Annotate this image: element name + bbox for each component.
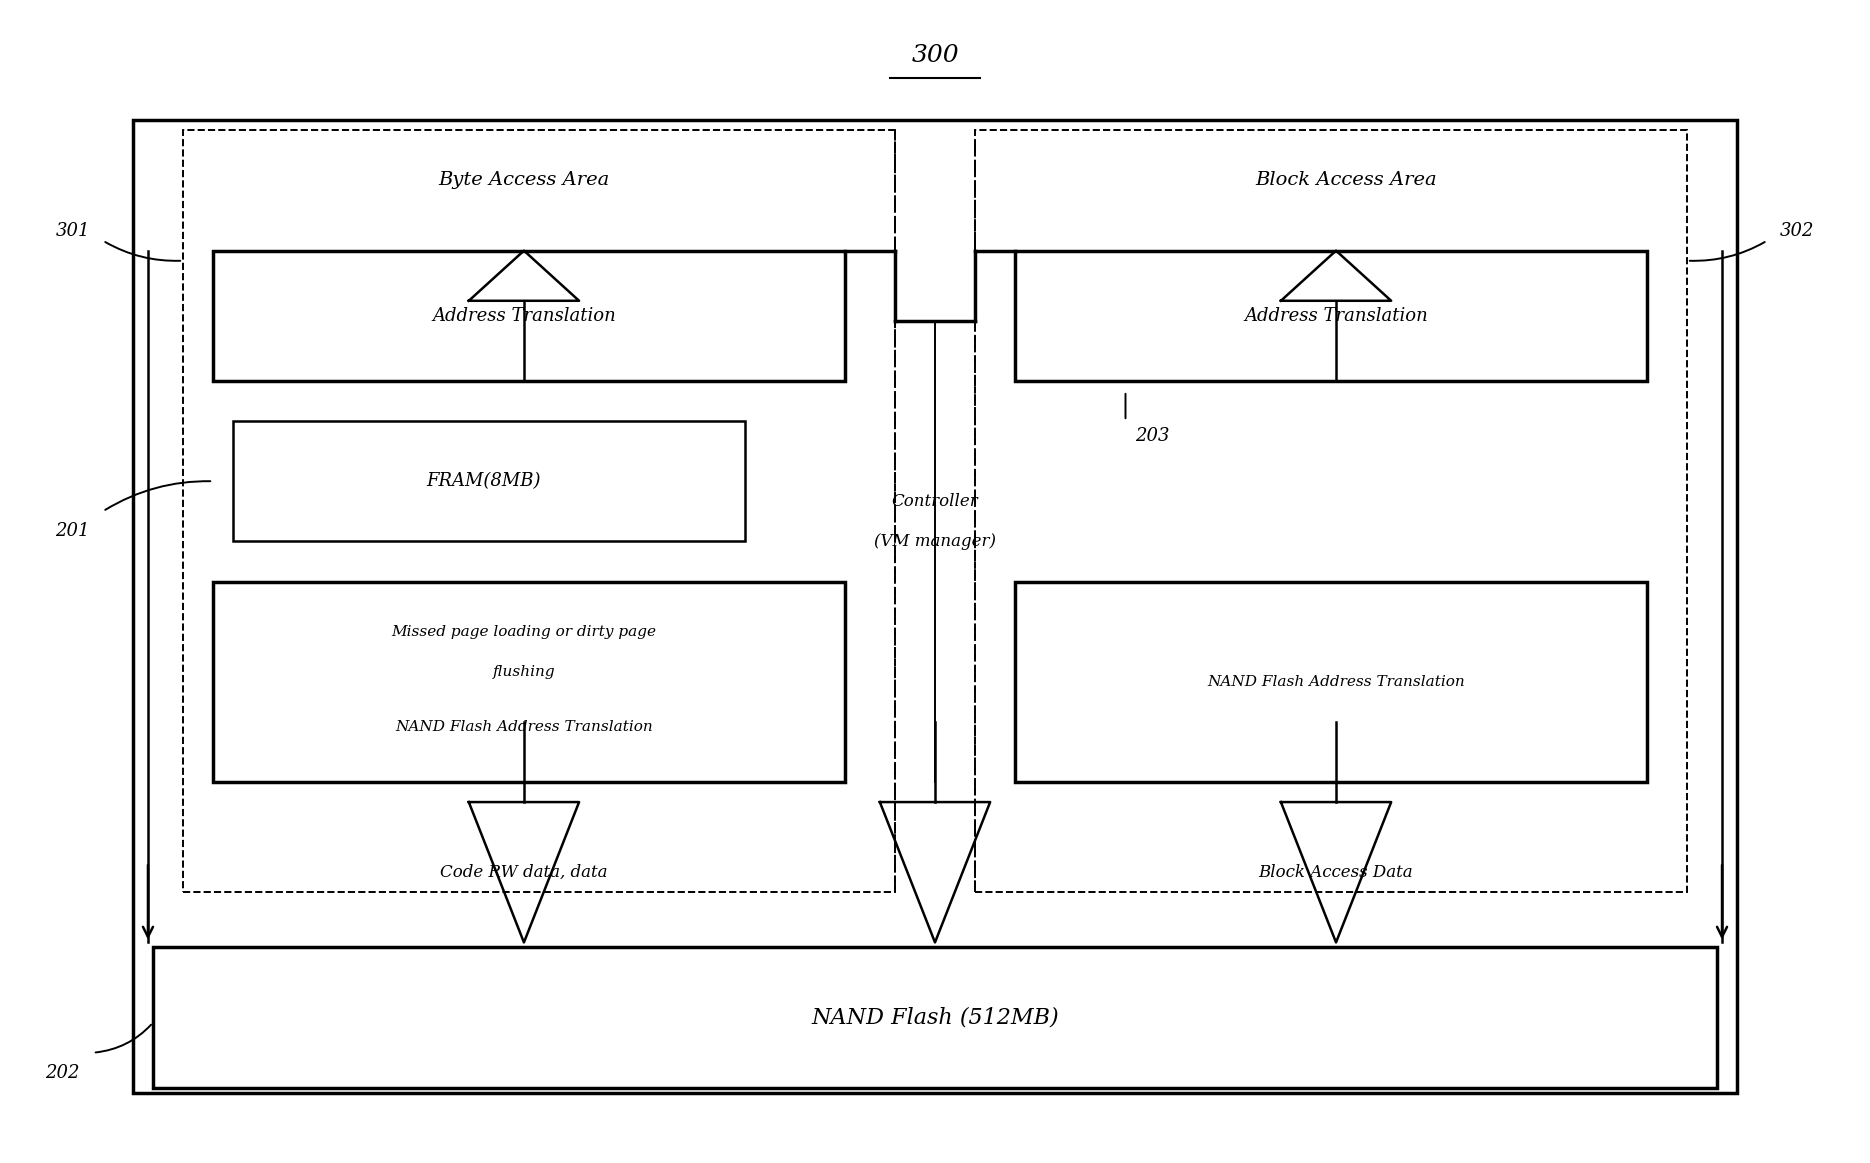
Text: Block Access Data: Block Access Data: [1259, 864, 1414, 880]
Text: NAND Flash Address Translation: NAND Flash Address Translation: [395, 720, 653, 734]
Text: FRAM(8MB): FRAM(8MB): [426, 472, 540, 491]
Text: Controller: Controller: [892, 493, 978, 509]
Text: Byte Access Area: Byte Access Area: [438, 171, 610, 190]
Text: flushing: flushing: [492, 665, 555, 679]
Text: 302: 302: [1780, 222, 1814, 240]
Bar: [213, 582, 845, 782]
Text: (VM manager): (VM manager): [873, 533, 997, 550]
Bar: [183, 130, 896, 892]
Text: NAND Flash (512MB): NAND Flash (512MB): [812, 1007, 1058, 1028]
Text: 300: 300: [911, 44, 959, 66]
Text: NAND Flash Address Translation: NAND Flash Address Translation: [1208, 675, 1464, 688]
Bar: [1015, 582, 1647, 782]
Bar: [213, 251, 845, 381]
Text: Address Translation: Address Translation: [1244, 307, 1429, 324]
Text: Missed page loading or dirty page: Missed page loading or dirty page: [391, 625, 656, 638]
Bar: [133, 120, 1737, 1093]
Text: 201: 201: [56, 522, 90, 541]
Text: 301: 301: [56, 222, 90, 240]
Bar: [974, 130, 1687, 892]
Bar: [234, 421, 744, 542]
Text: Address Translation: Address Translation: [432, 307, 615, 324]
Text: Code RW data, data: Code RW data, data: [439, 864, 608, 880]
Text: Block Access Area: Block Access Area: [1255, 171, 1436, 190]
Text: 202: 202: [45, 1064, 80, 1082]
Bar: [1015, 251, 1647, 381]
Text: 203: 203: [1135, 427, 1171, 445]
Bar: [153, 948, 1717, 1087]
